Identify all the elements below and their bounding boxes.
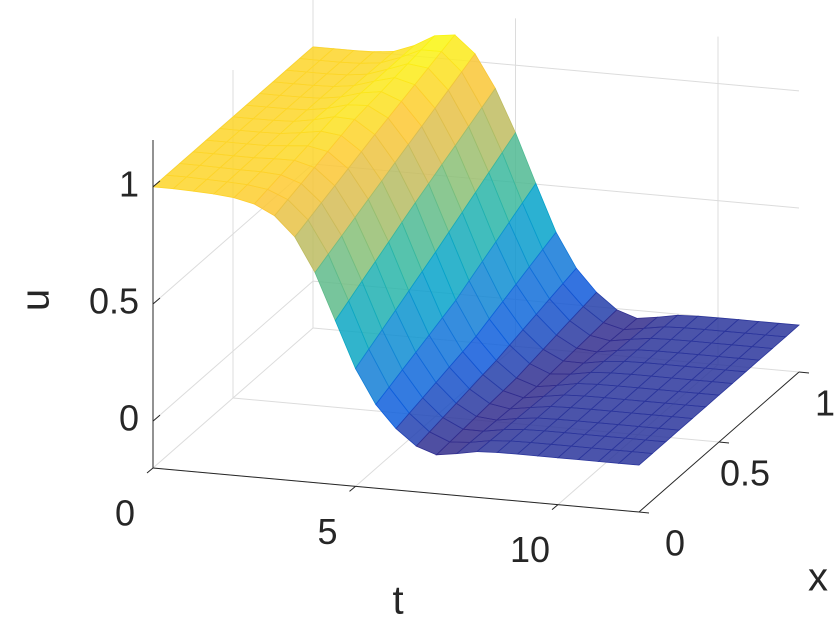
x-tick	[638, 511, 650, 514]
surface-patch	[617, 451, 654, 466]
surface	[152, 34, 800, 466]
x-axis-label: x	[808, 556, 828, 600]
t-axis-label: t	[392, 579, 403, 623]
t-axis	[152, 467, 640, 513]
t-tick-label: 0	[115, 493, 135, 534]
x-tick-label: 0	[665, 523, 685, 564]
z-tick	[152, 414, 161, 422]
t-tick-label: 5	[317, 511, 337, 552]
t-tick	[551, 504, 559, 511]
t-tick	[146, 467, 154, 474]
x-tick	[798, 371, 810, 374]
z-tick-label: 0.5	[89, 281, 139, 322]
z-tick-label: 0	[119, 398, 139, 439]
z-axis-label: u	[14, 289, 58, 311]
z-tick	[152, 180, 161, 188]
x-tick-label: 1	[815, 383, 835, 424]
x-tick	[718, 441, 730, 444]
t-tick-label: 10	[510, 529, 550, 570]
t-tick	[349, 485, 356, 492]
axes: 00.510 5 10 00.51	[89, 140, 835, 570]
grid-line	[152, 280, 314, 422]
z-tick	[152, 297, 161, 305]
z-tick-label: 1	[119, 163, 139, 204]
x-tick-label: 0.5	[720, 453, 770, 494]
